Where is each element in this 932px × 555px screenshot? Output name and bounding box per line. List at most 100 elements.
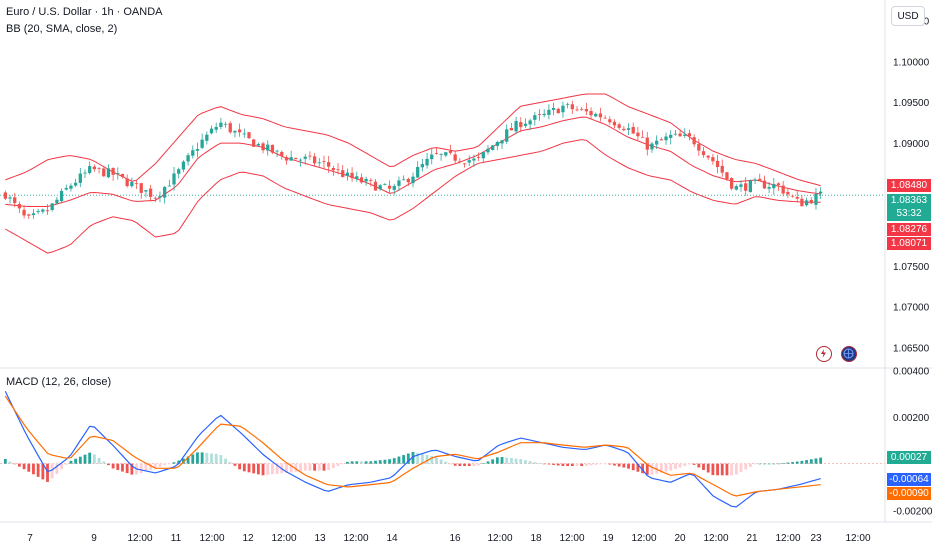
macd-histogram-bar	[233, 463, 237, 466]
candle-body	[687, 133, 692, 137]
bb-indicator-label[interactable]: BB (20, SMA, close, 2)	[6, 23, 118, 35]
macd-histogram-bar	[181, 458, 185, 464]
candle-body	[420, 164, 425, 168]
candle-body	[158, 196, 162, 198]
time-tick-label: 23	[810, 533, 822, 544]
candle-body	[669, 134, 673, 138]
macd-histogram-bar	[17, 463, 21, 467]
macd-histogram-bar	[317, 463, 321, 471]
macd-histogram-bar	[360, 461, 363, 464]
macd-histogram-bar	[294, 463, 298, 472]
macd-histogram-bar	[599, 463, 602, 465]
candle-body	[8, 197, 12, 199]
price-tick-label: 1.10000	[893, 57, 930, 68]
candle-body	[514, 121, 518, 132]
time-tick-label: 14	[386, 533, 398, 544]
candle-body	[800, 198, 804, 207]
macd-histogram-bar	[144, 463, 148, 472]
macd-histogram-bar	[547, 463, 551, 465]
macd-histogram-bar	[702, 463, 705, 470]
candle-body	[608, 119, 612, 123]
macd-histogram-bar	[463, 463, 466, 466]
macd-histogram-bar	[744, 463, 748, 470]
candle-body	[622, 128, 626, 131]
candle-body	[589, 110, 593, 116]
macd-histogram-bar	[763, 463, 766, 465]
macd-histogram-bar	[200, 452, 204, 464]
currency-button[interactable]: USD	[891, 6, 925, 26]
macd-histogram-bar	[205, 452, 209, 464]
macd-histogram-bar	[83, 454, 87, 464]
macd-histogram-bar	[41, 463, 45, 480]
macd-histogram-bar	[308, 463, 312, 471]
macd-tick-label: 0.00200	[893, 413, 930, 424]
macd-histogram-bar	[139, 463, 143, 473]
candle-body	[116, 173, 120, 174]
candle-body	[177, 169, 181, 174]
macd-histogram-bar	[777, 463, 780, 465]
candle-body	[350, 172, 354, 179]
time-tick-label: 12:00	[845, 533, 870, 544]
candle-body	[284, 157, 289, 161]
candle-body	[233, 130, 237, 133]
candle-body	[36, 211, 40, 213]
candle-body	[416, 167, 420, 178]
candle-body	[256, 143, 261, 146]
lightning-icon[interactable]	[816, 346, 832, 362]
candle-body	[3, 192, 7, 199]
candle-body	[369, 180, 373, 181]
macd-histogram-bar	[561, 463, 565, 466]
macd-histogram-bar	[153, 463, 157, 469]
candle-body	[355, 176, 359, 179]
globe-icon[interactable]	[841, 346, 857, 362]
candle-body	[106, 168, 111, 178]
macd-histogram-bar	[622, 463, 626, 468]
macd-histogram-bar	[78, 456, 82, 464]
candle-body	[266, 144, 270, 151]
macd-histogram-bar	[275, 463, 279, 474]
macd-histogram-bar	[477, 463, 481, 466]
time-tick-label: 12:00	[199, 533, 224, 544]
macd-histogram-bar	[613, 463, 616, 466]
candle-body	[650, 143, 654, 150]
macd-histogram-bar	[486, 461, 490, 464]
candle-body	[814, 193, 818, 205]
macd-histogram-bar	[402, 455, 406, 464]
candle-body	[542, 113, 546, 116]
bb-lower-badge: 1.08276	[887, 223, 931, 236]
macd-tick-label: -0.00200	[893, 506, 932, 517]
macd-histogram-bar	[734, 463, 738, 475]
macd-indicator-label[interactable]: MACD (12, 26, close)	[6, 376, 112, 388]
macd-histogram-bar	[261, 463, 265, 476]
macd-histogram-bar	[3, 459, 7, 464]
macd-histogram-bar	[125, 463, 129, 474]
candle-body	[781, 185, 785, 194]
macd-histogram-bar	[711, 463, 715, 476]
macd-histogram-bar	[505, 457, 509, 464]
macd-histogram-bar	[495, 457, 499, 464]
candle-body	[359, 177, 364, 183]
candle-body	[683, 134, 687, 136]
candle-body	[570, 104, 574, 110]
macd-histogram-bar	[566, 463, 570, 466]
candle-body	[219, 122, 223, 127]
macd-histogram-bar	[107, 463, 110, 466]
candle-body	[631, 126, 635, 134]
candle-body	[181, 161, 186, 170]
time-tick-label: 12:00	[631, 533, 656, 544]
candle-body	[772, 184, 776, 189]
candle-body	[252, 139, 256, 147]
macd-histogram-bar	[805, 460, 809, 464]
candle-body	[720, 165, 724, 173]
time-tick-label: 12:00	[271, 533, 296, 544]
macd-histogram-bar	[411, 452, 415, 464]
macd-histogram-bar	[303, 463, 307, 471]
candle-body	[786, 191, 790, 195]
macd-histogram-bar	[552, 463, 555, 465]
macd-histogram-bar	[172, 462, 176, 464]
macd-histogram-bar	[739, 463, 743, 472]
candle-body	[392, 186, 396, 190]
macd-histogram-bar	[650, 463, 654, 475]
